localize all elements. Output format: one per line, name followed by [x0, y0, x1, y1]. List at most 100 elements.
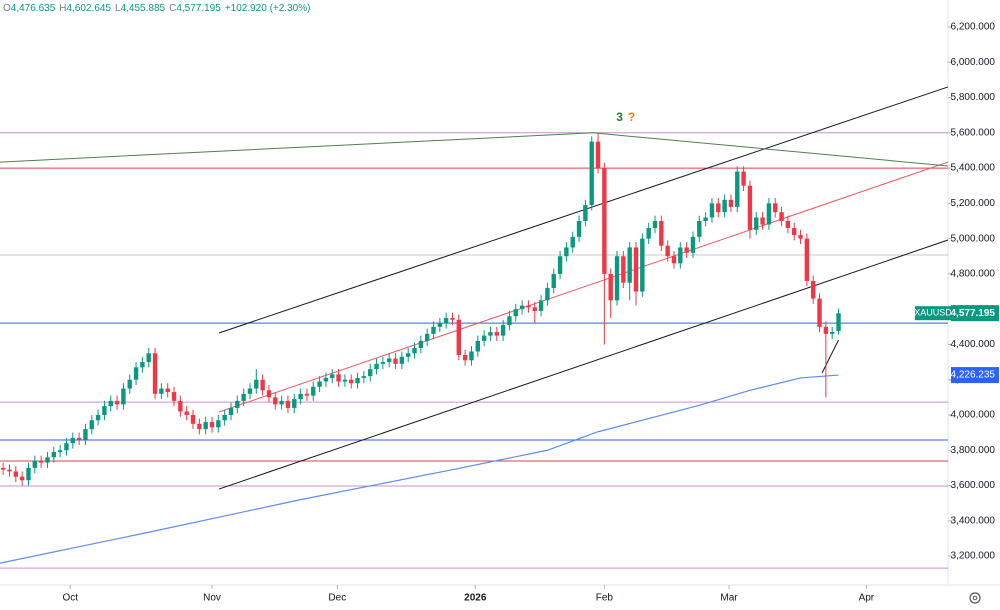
candle-body	[184, 411, 189, 415]
candle-body	[773, 203, 778, 213]
trendline	[821, 339, 839, 374]
candle-body	[273, 397, 278, 405]
candle-body	[64, 443, 69, 451]
candle-body	[355, 377, 360, 384]
y-tick-label: 5,400.000	[951, 163, 996, 174]
candle-body	[266, 390, 272, 398]
candle-body	[152, 353, 158, 394]
candle-body	[589, 141, 594, 206]
y-tick-label: 3,600.000	[951, 480, 996, 491]
candle-body	[45, 457, 50, 463]
candle-body	[450, 317, 455, 320]
candle-body	[640, 238, 645, 292]
ma-price-label: 4,226.235	[951, 370, 996, 381]
candle-body	[551, 273, 556, 289]
x-tick-label: Nov	[203, 593, 221, 604]
y-tick-label: 5,600.000	[951, 127, 996, 138]
candle-body	[443, 317, 449, 324]
candle-body	[564, 247, 569, 257]
candle-body	[32, 460, 38, 468]
candle-body	[709, 203, 715, 218]
symbol-label: XAUUSD	[914, 308, 952, 318]
x-tick-label: Feb	[596, 593, 614, 604]
candle-body	[70, 437, 75, 444]
candle-body	[557, 256, 563, 274]
candle-body	[475, 340, 480, 352]
candle-body	[488, 332, 493, 336]
candle-body	[216, 420, 221, 428]
candle-body	[576, 220, 582, 237]
candle-body	[608, 273, 613, 301]
candle-body	[235, 400, 240, 408]
candle-body	[342, 379, 348, 382]
y-tick-label: 4,800.000	[951, 269, 996, 280]
candle-body	[368, 369, 373, 377]
candle-body	[697, 220, 702, 237]
candle-body	[178, 400, 183, 412]
candle-body	[304, 393, 310, 396]
candle-body	[102, 406, 107, 415]
candle-body	[0, 467, 6, 470]
candle-body	[595, 141, 601, 169]
settings-icon[interactable]	[969, 592, 981, 604]
ohlc-key: L	[115, 3, 121, 14]
candle-body	[228, 407, 234, 415]
ohlc-value: 4,455.885	[121, 3, 166, 14]
candle-body	[621, 256, 626, 283]
candle-body	[418, 340, 424, 348]
candle-body	[159, 388, 164, 394]
wave-annotation: ?	[628, 110, 635, 124]
candle-body	[817, 298, 822, 327]
x-tick-label: Mar	[720, 593, 738, 604]
candle-body	[829, 332, 835, 334]
candle-body	[7, 469, 12, 472]
candle-body	[108, 400, 113, 407]
ohlc-value: 4,476.635	[11, 3, 56, 14]
y-tick-label: 4,400.000	[951, 339, 996, 350]
candle-body	[254, 379, 259, 389]
candle-body	[766, 203, 772, 225]
candle-body	[292, 399, 297, 408]
candle-body	[728, 199, 734, 207]
candle-body	[380, 362, 386, 364]
candle-body	[38, 460, 44, 463]
candle-body	[747, 185, 753, 230]
candle-body	[405, 353, 411, 357]
candle-body	[804, 238, 810, 281]
candle-body	[323, 377, 329, 382]
candle-body	[792, 228, 797, 236]
ohlc-key: O	[3, 3, 11, 14]
candle-body	[513, 309, 518, 317]
ohlc-value: 4,602.645	[67, 3, 112, 14]
y-tick-label: 6,200.000	[951, 22, 996, 33]
candle-body	[526, 305, 531, 308]
candle-body	[469, 351, 474, 361]
candle-body	[507, 316, 512, 326]
candle-body	[811, 280, 816, 299]
last-price-label: 4,577.195	[951, 308, 996, 319]
candle-body	[298, 393, 303, 400]
y-tick-label: 4,000.000	[951, 410, 996, 421]
candle-body	[424, 333, 430, 341]
candle-body	[285, 400, 291, 408]
y-tick-label: 6,000.000	[951, 57, 996, 68]
candle-body	[399, 356, 405, 364]
last-price-box	[951, 305, 999, 322]
candle-body	[785, 220, 791, 229]
candle-body	[393, 358, 398, 364]
x-tick-label: Dec	[328, 593, 346, 604]
candle-body	[203, 422, 208, 430]
ohlc-value: 4,577.195	[176, 3, 221, 14]
candle-body	[374, 363, 379, 370]
trendline	[218, 239, 949, 490]
candle-body	[13, 471, 19, 477]
candle-body	[754, 217, 759, 230]
candle-body	[652, 220, 658, 229]
candle-body	[614, 256, 620, 301]
y-tick-label: 5,200.000	[951, 198, 996, 209]
x-tick-label: 2026	[464, 593, 487, 604]
y-tick-label: 3,200.000	[951, 551, 996, 562]
y-tick-label: 3,400.000	[951, 515, 996, 526]
candle-body	[684, 247, 689, 253]
